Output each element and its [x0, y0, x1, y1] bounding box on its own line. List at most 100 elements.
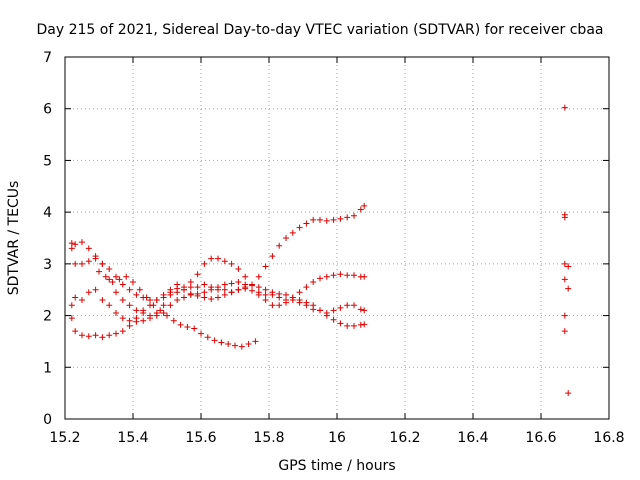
y-tick-label: 5	[43, 153, 52, 169]
data-point	[96, 268, 102, 275]
data-point	[232, 342, 238, 349]
data-point	[126, 302, 133, 309]
data-point	[215, 284, 221, 291]
y-tick-label: 0	[43, 412, 52, 428]
data-point	[310, 278, 317, 285]
series-arc-E	[96, 268, 259, 350]
data-point	[310, 302, 317, 309]
data-point	[157, 307, 164, 314]
data-point	[68, 302, 75, 309]
data-point	[255, 284, 262, 291]
data-point	[119, 281, 126, 288]
data-point	[337, 320, 344, 327]
data-point	[170, 317, 177, 324]
data-point	[361, 202, 368, 209]
data-point	[323, 309, 330, 316]
data-point	[255, 291, 262, 298]
data-point	[113, 289, 119, 296]
data-point	[181, 294, 187, 301]
data-point	[99, 334, 106, 341]
data-point	[269, 289, 276, 296]
data-point	[561, 104, 568, 111]
data-point	[228, 260, 235, 267]
data-point	[276, 290, 283, 297]
data-point	[79, 239, 85, 246]
data-point	[565, 263, 572, 270]
data-point	[72, 260, 79, 267]
data-point	[198, 330, 204, 337]
data-point	[106, 302, 113, 309]
x-tick-label: 16.4	[457, 430, 488, 446]
data-point	[184, 323, 191, 330]
data-point	[283, 235, 289, 241]
data-point	[116, 276, 123, 283]
data-point	[208, 296, 215, 303]
data-point	[330, 216, 337, 223]
data-point	[208, 286, 215, 293]
data-point	[85, 333, 92, 340]
data-point	[262, 297, 269, 304]
data-point	[221, 258, 228, 265]
data-point	[351, 272, 357, 279]
data-point	[201, 289, 208, 296]
data-point	[68, 245, 75, 252]
data-point	[317, 275, 323, 282]
data-point	[235, 286, 242, 293]
data-point	[357, 306, 364, 313]
data-point	[113, 273, 119, 280]
data-point	[361, 321, 368, 328]
data-point	[92, 286, 99, 293]
data-point	[303, 220, 310, 227]
data-point	[561, 260, 568, 267]
data-point	[85, 289, 92, 296]
data-point	[225, 341, 232, 348]
data-point	[289, 294, 296, 301]
series-arc-C	[68, 278, 368, 325]
data-point	[167, 286, 174, 293]
x-tick-label: 16	[328, 430, 346, 446]
data-point	[296, 289, 303, 296]
data-point	[79, 332, 85, 339]
data-point	[126, 322, 133, 329]
y-tick-label: 2	[43, 309, 52, 325]
data-point	[133, 291, 140, 298]
data-point	[344, 214, 351, 221]
data-point	[228, 280, 235, 287]
data-point	[249, 282, 255, 289]
data-point	[68, 240, 75, 247]
data-points	[68, 104, 572, 397]
data-point	[106, 276, 113, 283]
data-point	[221, 286, 228, 293]
data-point	[337, 215, 344, 222]
data-point	[215, 294, 221, 301]
data-point	[303, 299, 310, 306]
data-point	[337, 304, 344, 311]
data-point	[72, 241, 79, 248]
y-tick-label: 6	[43, 102, 52, 118]
data-point	[119, 315, 126, 322]
data-point	[351, 302, 357, 309]
x-tick-labels: 15.2 15.4 15.6 15.8 16 16.2 16.4 16.6 16.8	[49, 430, 624, 446]
data-point	[344, 302, 351, 309]
data-point	[337, 271, 344, 278]
y-tick-label: 1	[43, 360, 52, 376]
data-point	[79, 260, 85, 267]
y-tick-label: 3	[43, 257, 52, 273]
data-point	[357, 206, 364, 213]
data-point	[174, 297, 181, 304]
y-axis-label: SDTVAR / TECUs	[6, 181, 22, 296]
data-point	[194, 284, 201, 291]
data-point	[561, 214, 568, 221]
data-point	[330, 272, 337, 279]
data-point	[289, 229, 296, 236]
data-point	[160, 291, 167, 298]
axis-ticks	[64, 56, 610, 420]
data-point	[174, 285, 181, 292]
x-tick-label: 15.2	[49, 430, 80, 446]
data-point	[133, 315, 140, 322]
data-point	[194, 292, 201, 299]
data-point	[317, 307, 323, 314]
data-point	[79, 297, 85, 304]
data-point	[561, 328, 568, 335]
data-point	[147, 297, 153, 304]
